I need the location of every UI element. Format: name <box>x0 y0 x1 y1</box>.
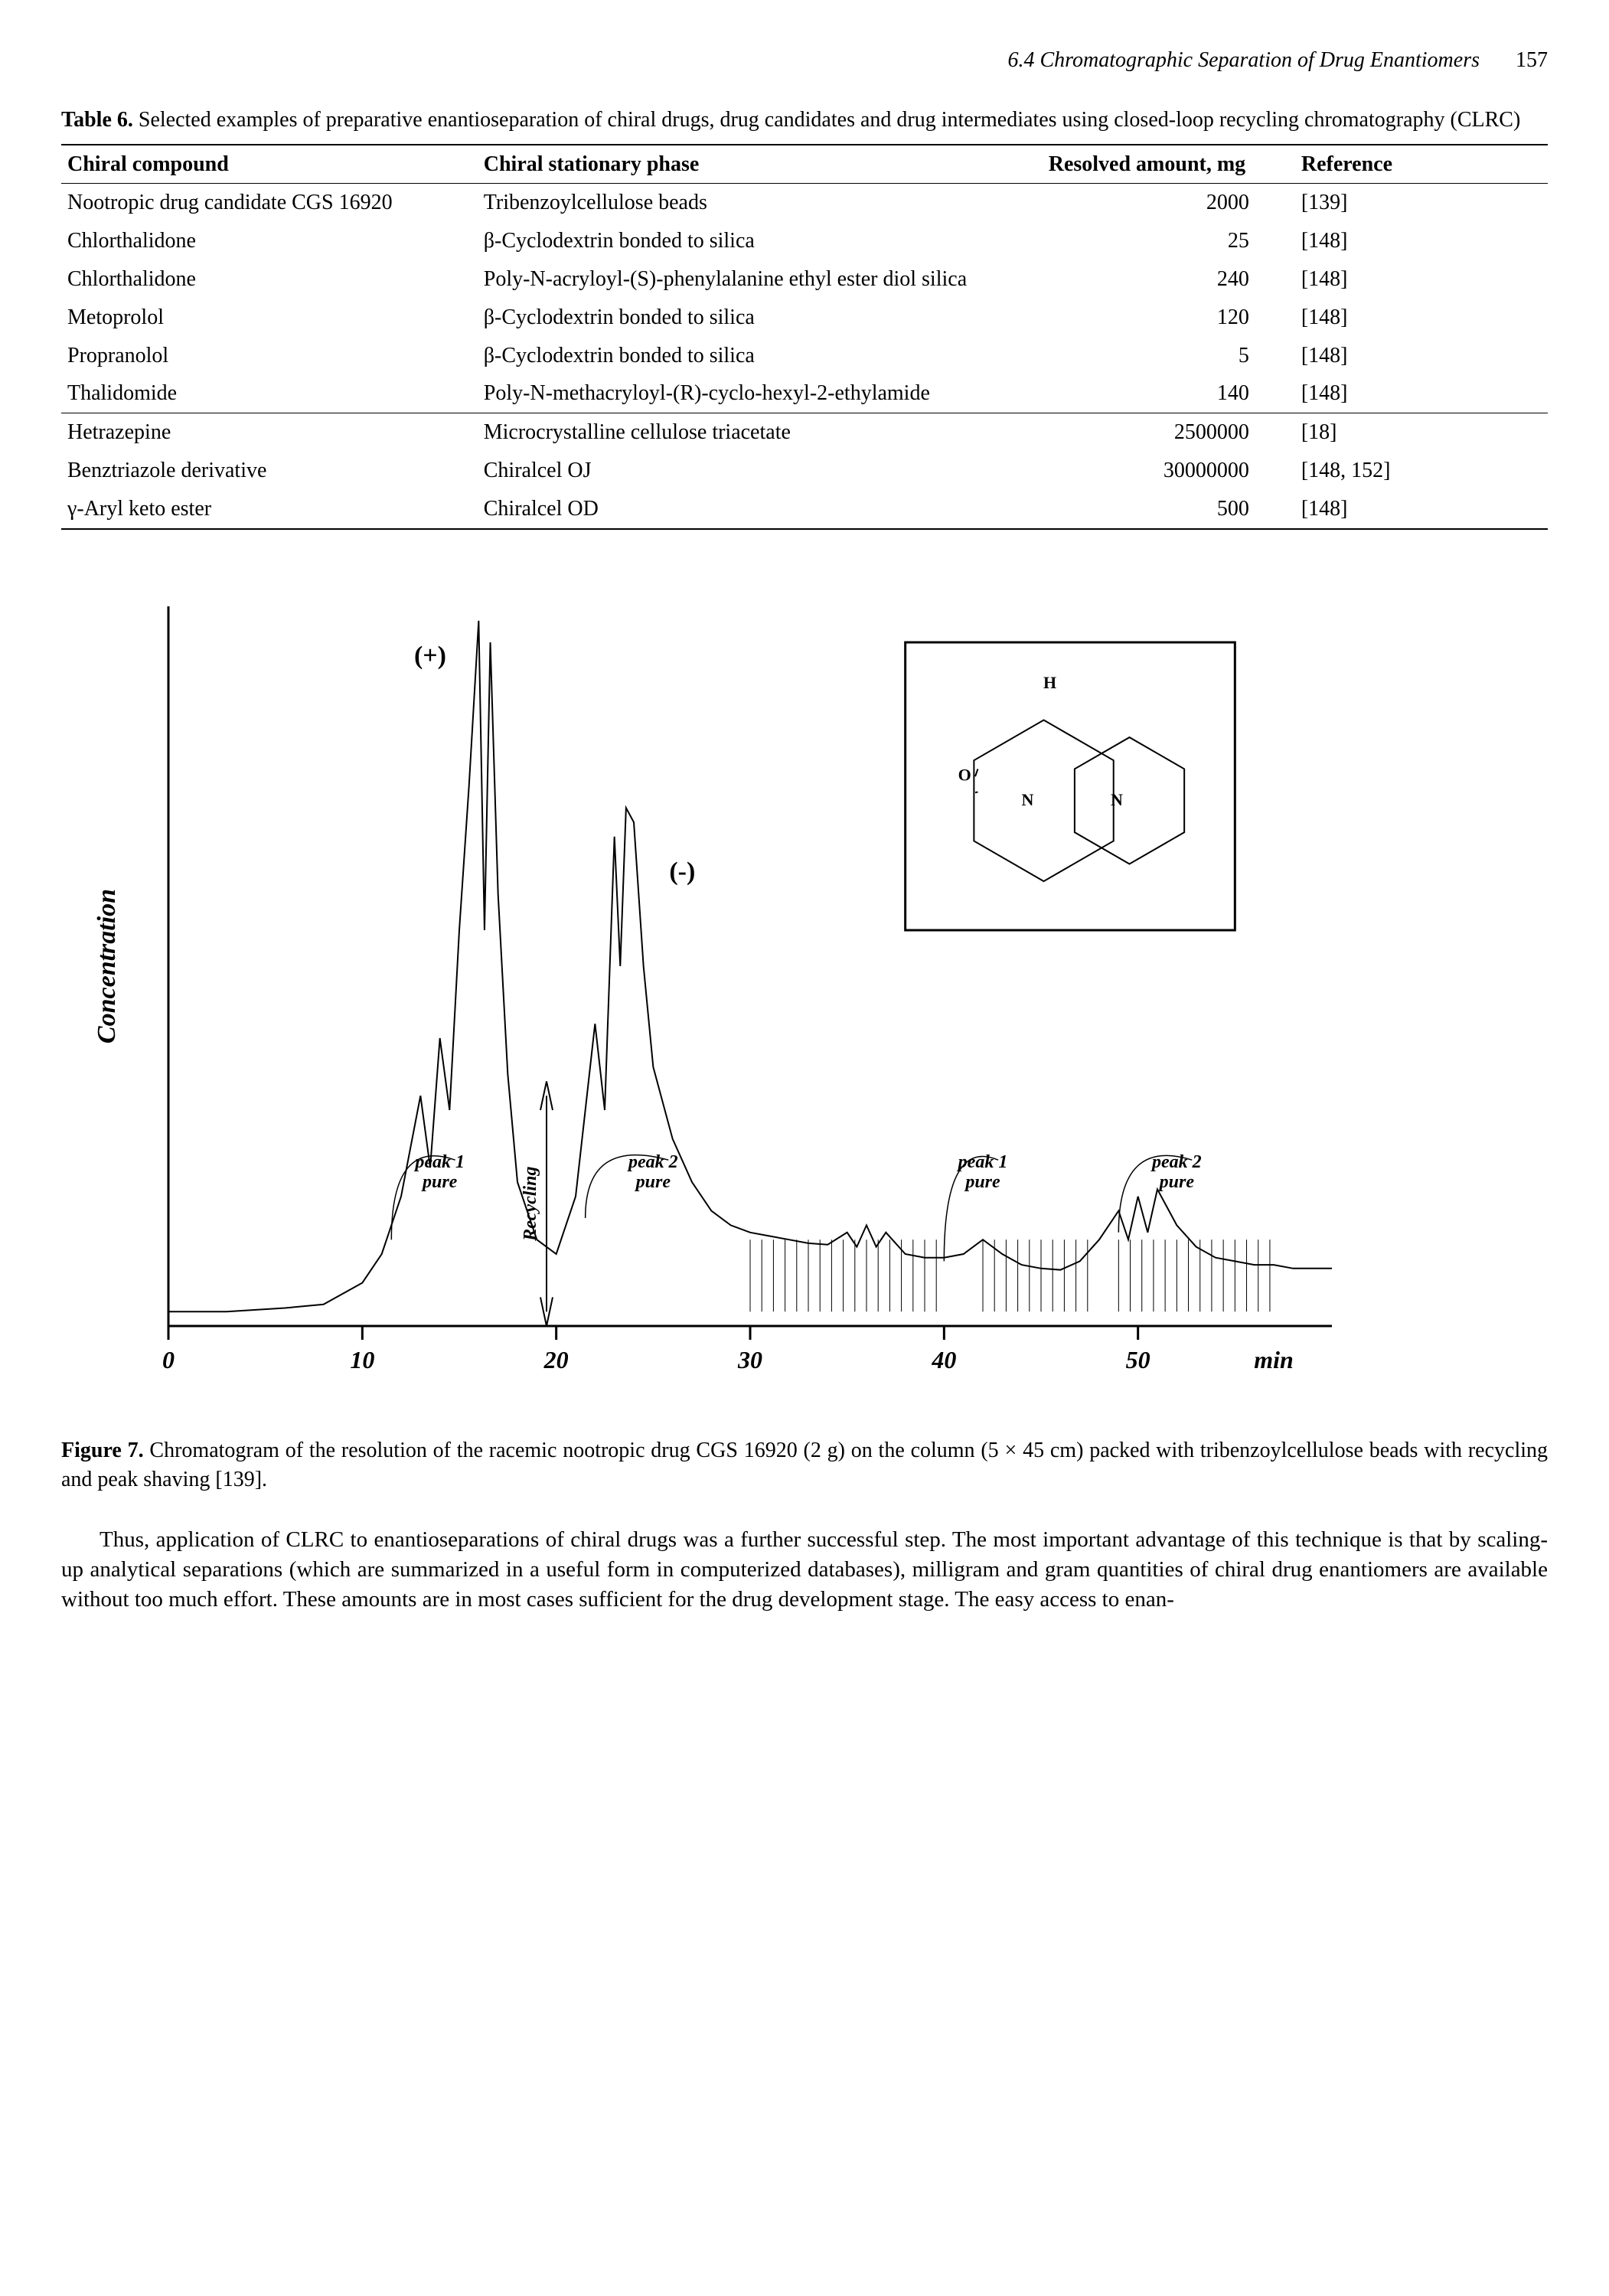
body-paragraph: Thus, application of CLRC to enantiosepa… <box>61 1525 1548 1615</box>
figure-caption-text: Chromatogram of the resolution of the ra… <box>61 1439 1548 1491</box>
cell-amount: 140 <box>1043 374 1295 413</box>
table-row: Nootropic drug candidate CGS 16920Triben… <box>61 184 1548 222</box>
col-compound: Chiral compound <box>61 145 478 184</box>
table-caption: Table 6. Selected examples of preparativ… <box>61 106 1548 135</box>
svg-text:40: 40 <box>931 1346 956 1373</box>
svg-text:pure: pure <box>964 1172 1000 1192</box>
svg-text:(+): (+) <box>414 642 446 670</box>
figure-wrap: Concentration 0 10 20 30 40 50 min (+) (-) pe… <box>61 576 1548 1494</box>
chromatogram-figure: Concentration 0 10 20 30 40 50 min (+) (-) pe… <box>61 576 1363 1418</box>
svg-text:peak 1: peak 1 <box>957 1152 1008 1172</box>
cell-phase: Poly-N-methacryloyl-(R)-cyclo-hexyl-2-et… <box>478 374 1043 413</box>
svg-text:peak 2: peak 2 <box>1150 1152 1202 1172</box>
cell-ref: [148] <box>1295 374 1548 413</box>
cell-phase: Chiralcel OD <box>478 490 1043 529</box>
page-number: 157 <box>1516 48 1548 72</box>
figure-label: Figure 7. <box>61 1439 144 1462</box>
cell-phase: β-Cyclodextrin bonded to silica <box>478 299 1043 337</box>
svg-text:H: H <box>1043 673 1056 692</box>
col-amount: Resolved amount, mg <box>1043 145 1295 184</box>
cell-phase: Tribenzoylcellulose beads <box>478 184 1043 222</box>
data-table: Chiral compound Chiral stationary phase … <box>61 144 1548 530</box>
col-phase: Chiral stationary phase <box>478 145 1043 184</box>
table-row: Benztriazole derivativeChiralcel OJ30000… <box>61 452 1548 490</box>
col-reference: Reference <box>1295 145 1548 184</box>
cell-phase: β-Cyclodextrin bonded to silica <box>478 337 1043 375</box>
cell-phase: Poly-N-acryloyl-(S)-phenylalanine ethyl … <box>478 260 1043 299</box>
cell-phase: Chiralcel OJ <box>478 452 1043 490</box>
cell-compound: Hetrazepine <box>61 413 478 452</box>
svg-text:50: 50 <box>1126 1346 1150 1373</box>
svg-text:O: O <box>958 765 971 784</box>
table-body: Nootropic drug candidate CGS 16920Triben… <box>61 184 1548 529</box>
svg-text:Recycling: Recycling <box>521 1166 540 1241</box>
table-row: ChlorthalidonePoly-N-acryloyl-(S)-phenyl… <box>61 260 1548 299</box>
cell-compound: γ-Aryl keto ester <box>61 490 478 529</box>
svg-text:peak 1: peak 1 <box>413 1152 465 1172</box>
cell-compound: Metoprolol <box>61 299 478 337</box>
cell-ref: [148] <box>1295 337 1548 375</box>
cell-ref: [148] <box>1295 222 1548 260</box>
cell-compound: Chlorthalidone <box>61 260 478 299</box>
table-row: ThalidomidePoly-N-methacryloyl-(R)-cyclo… <box>61 374 1548 413</box>
cell-amount: 500 <box>1043 490 1295 529</box>
cell-ref: [18] <box>1295 413 1548 452</box>
svg-text:10: 10 <box>350 1346 374 1373</box>
svg-text:N: N <box>1111 789 1123 808</box>
cell-amount: 25 <box>1043 222 1295 260</box>
cell-ref: [148] <box>1295 299 1548 337</box>
svg-text:0: 0 <box>162 1346 175 1373</box>
svg-text:20: 20 <box>543 1346 569 1373</box>
cell-ref: [148] <box>1295 490 1548 529</box>
svg-text:pure: pure <box>1158 1172 1195 1192</box>
table-row: Propranololβ-Cyclodextrin bonded to sili… <box>61 337 1548 375</box>
cell-phase: β-Cyclodextrin bonded to silica <box>478 222 1043 260</box>
svg-text:pure: pure <box>421 1172 458 1192</box>
cell-compound: Thalidomide <box>61 374 478 413</box>
cell-amount: 2000 <box>1043 184 1295 222</box>
svg-text:pure: pure <box>635 1172 671 1192</box>
svg-text:min: min <box>1254 1346 1294 1373</box>
running-header: 6.4 Chromatographic Separation of Drug E… <box>61 46 1548 75</box>
table-row: γ-Aryl keto esterChiralcel OD500[148] <box>61 490 1548 529</box>
svg-text:(-): (-) <box>669 857 695 886</box>
cell-compound: Benztriazole derivative <box>61 452 478 490</box>
cell-ref: [139] <box>1295 184 1548 222</box>
table-row: Chlorthalidoneβ-Cyclodextrin bonded to s… <box>61 222 1548 260</box>
table-caption-text: Selected examples of preparative enantio… <box>139 108 1520 132</box>
cell-amount: 240 <box>1043 260 1295 299</box>
svg-text:Concentration: Concentration <box>93 888 121 1043</box>
cell-compound: Chlorthalidone <box>61 222 478 260</box>
cell-compound: Propranolol <box>61 337 478 375</box>
cell-phase: Microcrystalline cellulose triacetate <box>478 413 1043 452</box>
cell-amount: 120 <box>1043 299 1295 337</box>
table-label: Table 6. <box>61 108 133 132</box>
cell-ref: [148] <box>1295 260 1548 299</box>
cell-amount: 2500000 <box>1043 413 1295 452</box>
table-row: HetrazepineMicrocrystalline cellulose tr… <box>61 413 1548 452</box>
cell-amount: 5 <box>1043 337 1295 375</box>
figure-caption: Figure 7. Chromatogram of the resolution… <box>61 1436 1548 1494</box>
cell-amount: 30000000 <box>1043 452 1295 490</box>
svg-text:N: N <box>1022 789 1034 808</box>
running-title: 6.4 Chromatographic Separation of Drug E… <box>1007 48 1480 72</box>
cell-ref: [148, 152] <box>1295 452 1548 490</box>
table-row: Metoprololβ-Cyclodextrin bonded to silic… <box>61 299 1548 337</box>
table-header-row: Chiral compound Chiral stationary phase … <box>61 145 1548 184</box>
cell-compound: Nootropic drug candidate CGS 16920 <box>61 184 478 222</box>
svg-text:30: 30 <box>737 1346 762 1373</box>
